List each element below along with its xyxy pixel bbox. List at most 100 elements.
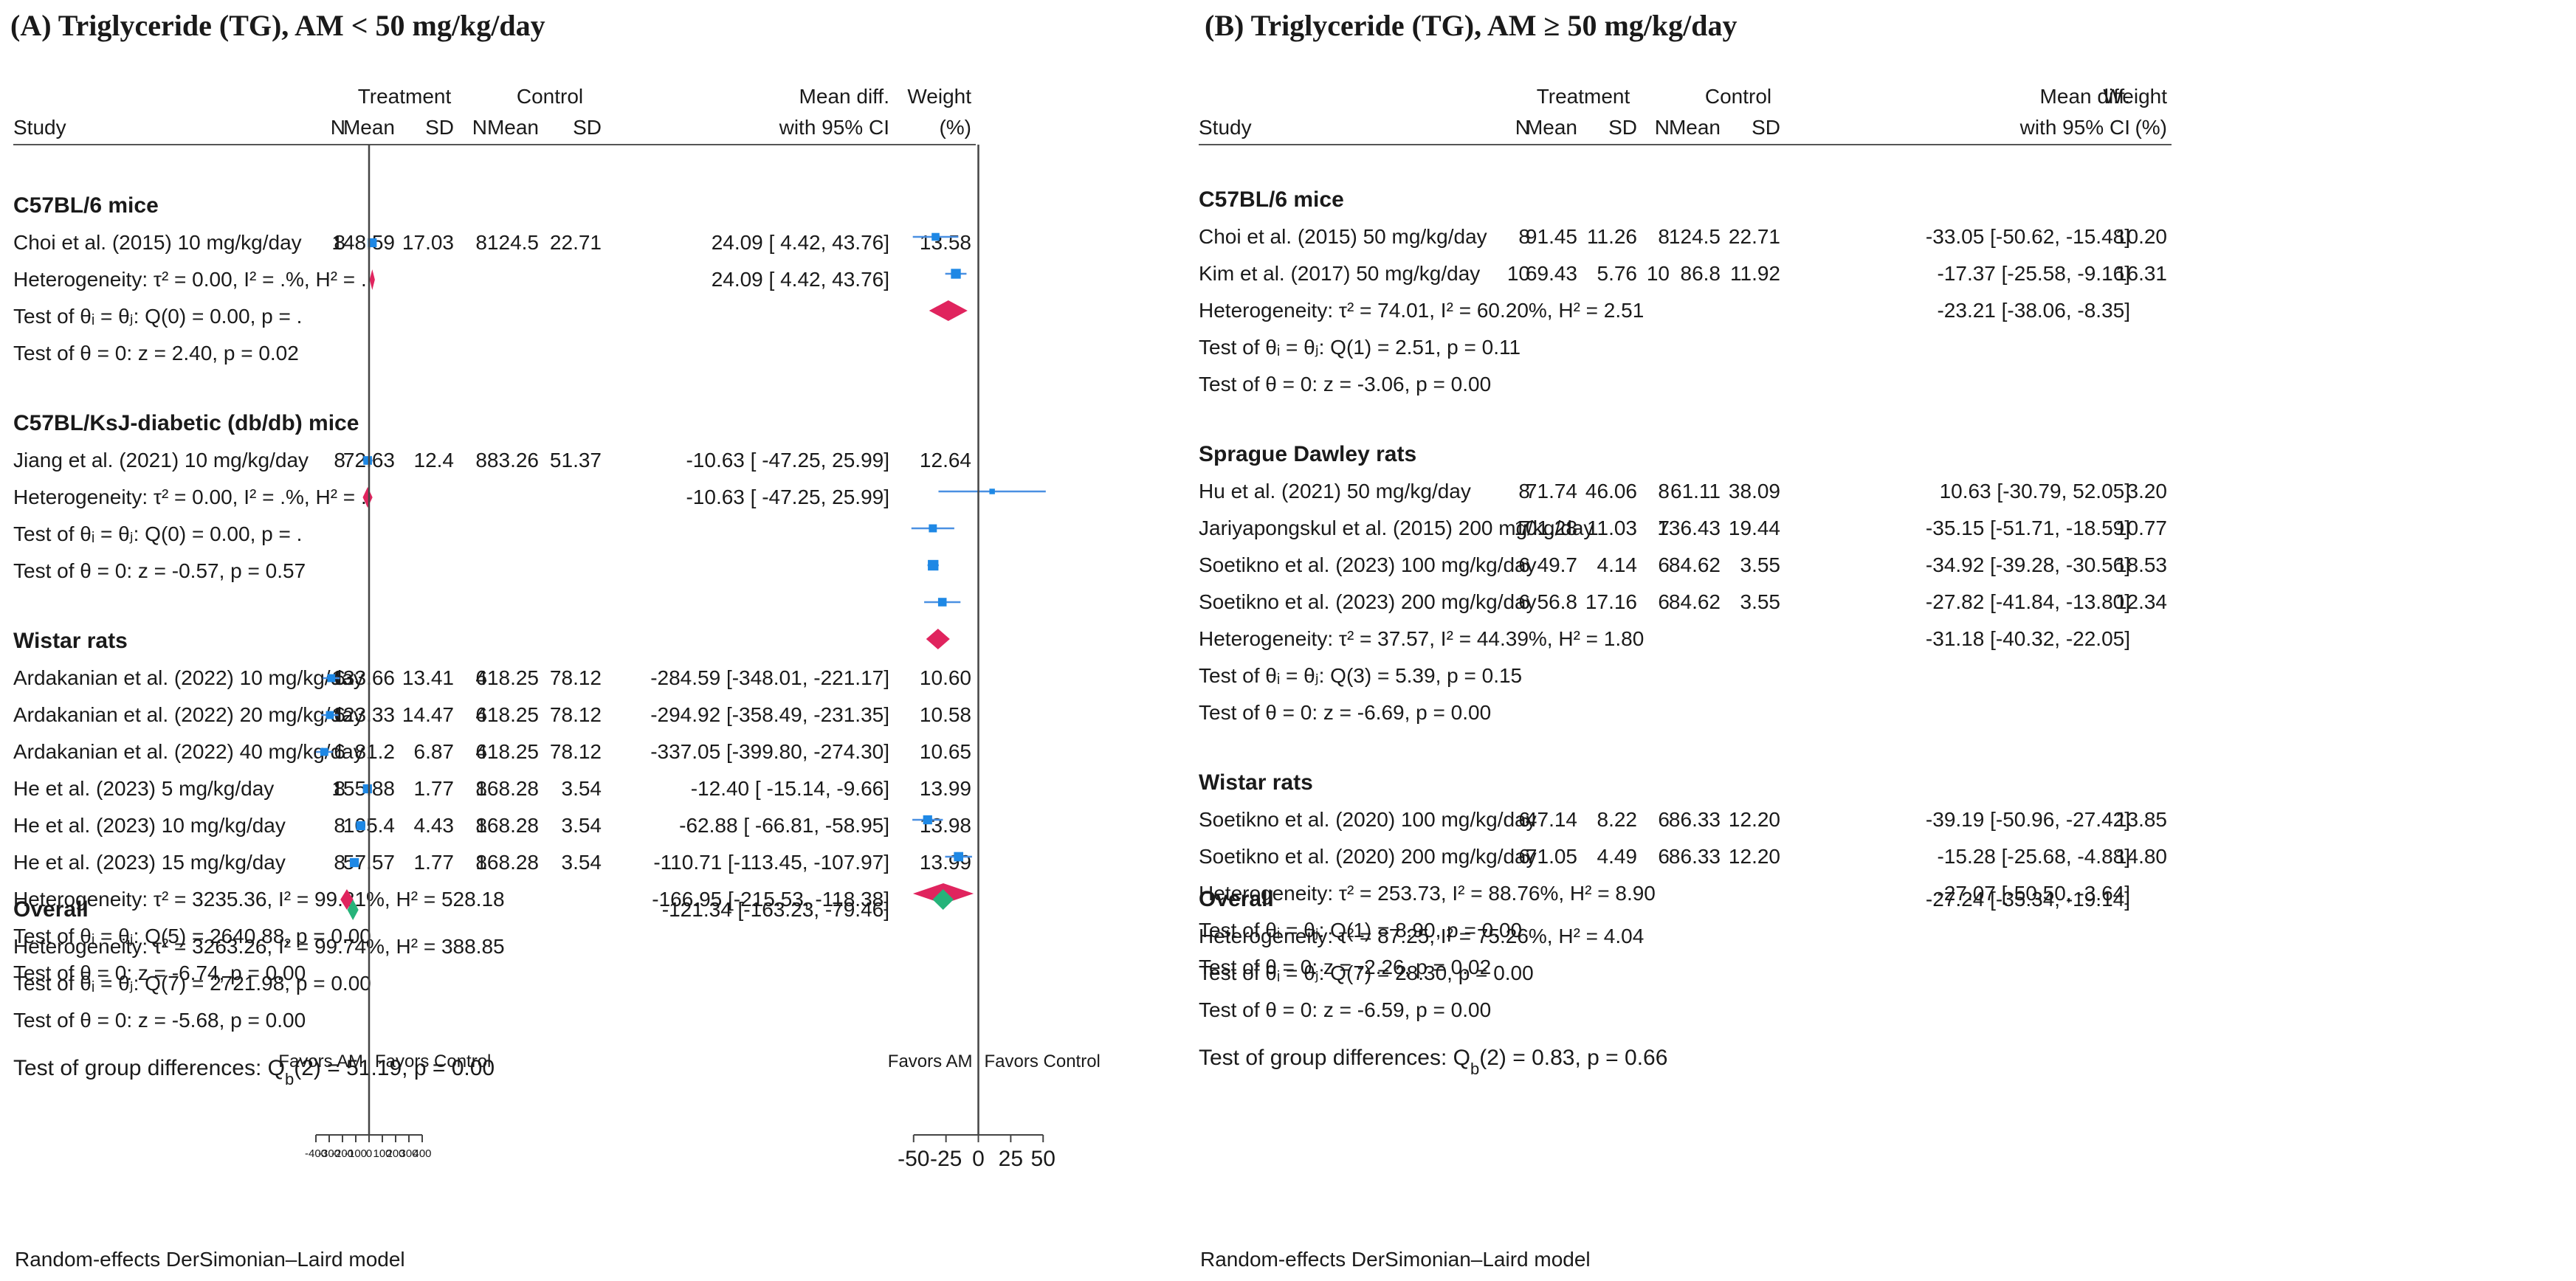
- subgroup-diamond: [340, 889, 354, 910]
- treatment-mean: 69.43: [1526, 262, 1577, 285]
- control-mean: 86.8: [1681, 262, 1721, 285]
- control-sd: 3.54: [562, 777, 602, 800]
- treatment-sd: 5.76: [1597, 262, 1638, 285]
- study-label: Soetikno et al. (2023) 200 mg/kg/day: [1199, 590, 1537, 613]
- header-ci: with 95% CI: [779, 116, 889, 139]
- x-tick-label: 25: [999, 1147, 1023, 1171]
- x-tick-label: 50: [1031, 1147, 1055, 1171]
- study-label: Choi et al. (2015) 10 mg/kg/day: [13, 231, 302, 254]
- treatment-sd: 4.14: [1597, 553, 1638, 576]
- effect-ci-text: 24.09 [ 4.42, 43.76]: [712, 231, 889, 254]
- effect-ci-text: -294.92 [-358.49, -231.35]: [650, 703, 889, 726]
- homogeneity-test: Test of θᵢ = θⱼ: Q(3) = 5.39, p = 0.15: [1199, 664, 1522, 687]
- control-mean: 86.33: [1669, 845, 1721, 868]
- control-n: 8: [1658, 480, 1670, 503]
- x-tick-label: 300: [399, 1147, 418, 1160]
- forest-panel-B: (B) Triglyceride (TG), AM ≥ 50 mg/kg/day…: [888, 9, 2172, 1271]
- weight-value: 18.53: [2115, 553, 2167, 576]
- treatment-sd: 4.49: [1597, 845, 1638, 868]
- treatment-sd: 46.06: [1585, 480, 1637, 503]
- weight-value: 16.31: [2115, 262, 2167, 285]
- effect-marker: [929, 524, 937, 533]
- control-n: 8: [475, 449, 487, 472]
- header-control: Control: [1705, 85, 1771, 108]
- weight-value: 10.58: [920, 703, 971, 726]
- treatment-mean: 123.33: [331, 703, 395, 726]
- treatment-n: 6: [1518, 590, 1530, 613]
- effect-marker: [937, 598, 947, 607]
- overall-ci-text: -121.34 [-163.23, -79.46]: [662, 898, 889, 921]
- study-label: Ardakanian et al. (2022) 10 mg/kg/day: [13, 666, 364, 689]
- overall-homogeneity-test: Test of θᵢ = θⱼ: Q(7) = 2721.98, p = 0.0…: [13, 972, 371, 995]
- group-differences-test: Test of group differences: Qb(2) = 0.83,…: [1199, 1046, 1667, 1078]
- study-label: He et al. (2023) 5 mg/kg/day: [13, 777, 274, 800]
- weight-value: 10.60: [920, 666, 971, 689]
- heterogeneity-text: Heterogeneity: τ² = 0.00, I² = .%, H² = …: [13, 268, 367, 291]
- effect-ci-text: -12.40 [ -15.14, -9.66]: [691, 777, 889, 800]
- treatment-sd: 12.4: [414, 449, 455, 472]
- effect-marker: [928, 559, 939, 571]
- panel-title: (B) Triglyceride (TG), AM ≥ 50 mg/kg/day: [1205, 9, 1738, 42]
- overall-label: Overall: [13, 897, 89, 922]
- header-control-sd: SD: [1752, 116, 1780, 139]
- effect-marker: [349, 857, 359, 868]
- x-tick-label: -50: [898, 1147, 929, 1171]
- control-mean: 86.33: [1669, 808, 1721, 831]
- header-control-mean: Mean: [1669, 116, 1721, 139]
- study-label: He et al. (2023) 10 mg/kg/day: [13, 814, 286, 837]
- weight-value: 10.20: [2115, 225, 2167, 248]
- control-n: 8: [475, 851, 487, 874]
- effect-ci-text: -284.59 [-348.01, -221.17]: [650, 666, 889, 689]
- treatment-n: 8: [334, 777, 345, 800]
- treatment-mean: 71.05: [1526, 845, 1577, 868]
- study-label: Choi et al. (2015) 50 mg/kg/day: [1199, 225, 1487, 248]
- treatment-sd: 14.47: [402, 703, 454, 726]
- control-mean: 168.28: [475, 851, 539, 874]
- effect-marker: [954, 852, 964, 862]
- treatment-sd: 6.87: [414, 740, 455, 763]
- effect-ci-text: -10.63 [ -47.25, 25.99]: [686, 449, 889, 472]
- favors-left-label: Favors AM: [888, 1052, 973, 1071]
- control-sd: 78.12: [550, 666, 602, 689]
- header-control-n: N: [1655, 116, 1670, 139]
- control-sd: 3.54: [562, 851, 602, 874]
- overall-diamond: [347, 900, 359, 920]
- study-label: Ardakanian et al. (2022) 20 mg/kg/day: [13, 703, 364, 726]
- header-mean-diff: Mean diff.: [2040, 85, 2130, 108]
- treatment-mean: 56.8: [1537, 590, 1578, 613]
- forest-panel-A: (A) Triglyceride (TG), AM < 50 mg/kg/day…: [10, 9, 976, 1271]
- subgroup-ci-text: -27.07 [-50.50, -3.64]: [1937, 882, 2130, 905]
- treatment-n: 6: [1518, 808, 1530, 831]
- control-n: 6: [1658, 808, 1670, 831]
- control-mean: 124.5: [487, 231, 539, 254]
- header-control-mean: Mean: [487, 116, 539, 139]
- homogeneity-test: Test of θᵢ = θⱼ: Q(5) = 2640.88, p = 0.0…: [13, 925, 371, 947]
- control-sd: 38.09: [1729, 480, 1780, 503]
- header-treatment-n: N: [1515, 116, 1530, 139]
- effect-marker: [356, 821, 365, 831]
- overall-heterogeneity: Heterogeneity: τ² = 87.25, I² = 75.26%, …: [1199, 925, 1644, 947]
- effect-marker: [326, 711, 334, 719]
- model-footnote: Random-effects DerSimonian–Laird model: [1200, 1248, 1591, 1271]
- heterogeneity-text: Heterogeneity: τ² = 74.01, I² = 60.20%, …: [1199, 299, 1644, 322]
- treatment-sd: 13.41: [402, 666, 454, 689]
- header-treatment-mean: Mean: [343, 116, 395, 139]
- treatment-mean: 47.14: [1526, 808, 1577, 831]
- treatment-sd: 11.03: [1587, 517, 1637, 539]
- control-mean: 83.26: [487, 449, 539, 472]
- control-n: 8: [475, 814, 487, 837]
- control-mean: 168.28: [475, 814, 539, 837]
- treatment-n: 10: [1507, 262, 1530, 285]
- heterogeneity-text: Heterogeneity: τ² = 0.00, I² = .%, H² = …: [13, 486, 367, 508]
- homogeneity-test: Test of θᵢ = θⱼ: Q(1) = 2.51, p = 0.11: [1199, 336, 1521, 359]
- overall-zero-test: Test of θ = 0: z = -5.68, p = 0.00: [13, 1009, 306, 1032]
- treatment-sd: 4.43: [414, 814, 455, 837]
- homogeneity-test: Test of θᵢ = θⱼ: Q(1) = 8.90, p = 0.00: [1199, 919, 1522, 942]
- study-label: Hu et al. (2021) 50 mg/kg/day: [1199, 480, 1471, 503]
- x-tick-label: -100: [345, 1147, 367, 1160]
- header-mean-diff: Mean diff.: [799, 85, 889, 108]
- zero-test: Test of θ = 0: z = -3.06, p = 0.00: [1199, 373, 1491, 396]
- header-ci: with 95% CI: [2019, 116, 2130, 139]
- header-treatment: Treatment: [1537, 85, 1630, 108]
